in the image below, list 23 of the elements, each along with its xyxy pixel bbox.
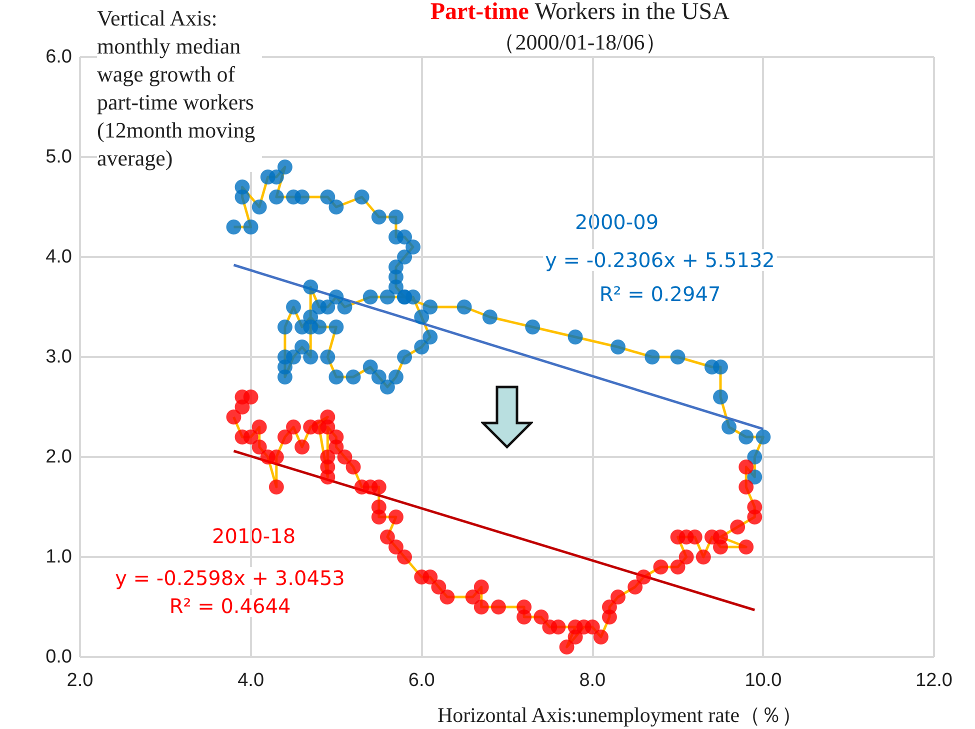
y-axis-title: Vertical Axis: monthly median wage growth of part-time workers (12month moving average)	[97, 6, 261, 170]
text: 2000-09	[575, 210, 659, 234]
annotation: y = -0.2306x + 5.5132	[545, 248, 775, 272]
annotation: y = -0.2598x + 3.0453	[115, 566, 345, 590]
annotation: R² = 0.4644	[169, 594, 291, 618]
series-label: 2010-18	[212, 524, 296, 548]
y-tick-label: 5.0	[46, 146, 72, 168]
x-tick-label: 8.0	[579, 670, 606, 691]
x-tick-label: 12.0	[916, 670, 952, 691]
x-tick-label: 6.0	[408, 670, 435, 691]
chart-subtitle: （2000/01-18/06）	[493, 30, 667, 54]
annotation: R² = 0.2947	[599, 282, 721, 306]
y-tick-label: 4.0	[46, 246, 72, 268]
y-tick-label: 0.0	[46, 646, 72, 668]
y-tick-label: 3.0	[46, 346, 72, 368]
y-tick-label: 1.0	[46, 546, 72, 568]
x-tick-label: 2.0	[66, 670, 94, 691]
x-tick-label: 10.0	[744, 670, 782, 691]
x-axis-title: Horizontal Axis:unemployment rate（％）	[437, 703, 803, 727]
y-tick-label: 2.0	[46, 446, 72, 468]
y-tick-label: 6.0	[46, 46, 72, 68]
x-tick-label: 4.0	[238, 670, 264, 691]
chart-title: Part-time Workers in the USA	[430, 0, 730, 25]
